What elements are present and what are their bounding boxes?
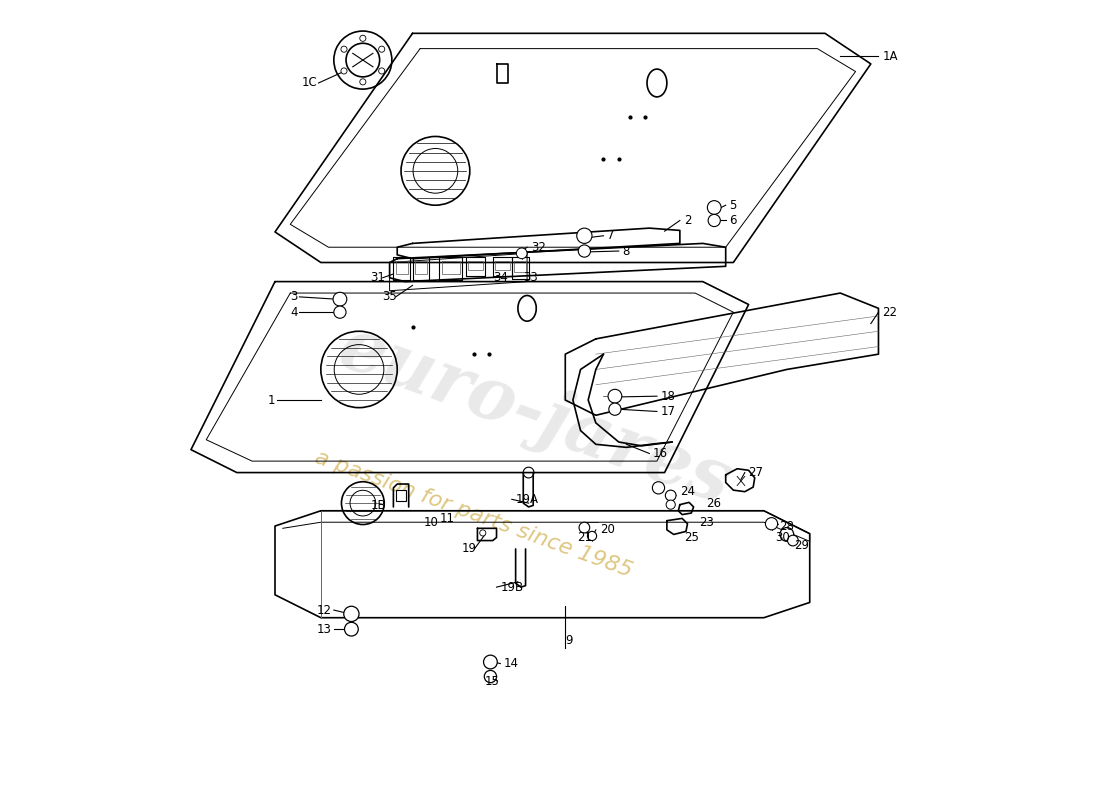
Text: 1: 1 xyxy=(267,394,275,406)
Circle shape xyxy=(666,490,676,501)
Text: 1C: 1C xyxy=(301,77,318,90)
Text: 31: 31 xyxy=(371,271,385,284)
Circle shape xyxy=(333,306,346,318)
Circle shape xyxy=(587,531,596,541)
Text: 2: 2 xyxy=(684,214,691,227)
Circle shape xyxy=(708,214,720,226)
Circle shape xyxy=(766,518,778,530)
Text: 1A: 1A xyxy=(882,50,898,62)
Text: 25: 25 xyxy=(684,531,699,544)
Text: 18: 18 xyxy=(661,390,675,402)
Text: 19A: 19A xyxy=(516,493,539,506)
Text: 30: 30 xyxy=(776,531,790,544)
Circle shape xyxy=(484,670,496,682)
Text: 19: 19 xyxy=(462,542,477,555)
Circle shape xyxy=(667,500,675,510)
Circle shape xyxy=(579,522,590,533)
Text: 24: 24 xyxy=(680,485,695,498)
Text: 32: 32 xyxy=(531,241,546,254)
Text: 12: 12 xyxy=(317,603,332,617)
Circle shape xyxy=(341,68,346,74)
Text: 17: 17 xyxy=(661,405,675,418)
Circle shape xyxy=(333,292,346,306)
Circle shape xyxy=(652,482,664,494)
Text: 15: 15 xyxy=(485,674,499,688)
Text: 4: 4 xyxy=(290,306,298,318)
Text: 35: 35 xyxy=(382,290,397,303)
Text: 11: 11 xyxy=(439,512,454,525)
Text: 23: 23 xyxy=(698,516,714,529)
Text: 14: 14 xyxy=(504,657,519,670)
Text: 21: 21 xyxy=(576,531,592,544)
Text: 29: 29 xyxy=(794,538,810,552)
Text: 9: 9 xyxy=(565,634,573,647)
Circle shape xyxy=(343,606,359,622)
Bar xyxy=(396,490,406,501)
Text: 34: 34 xyxy=(493,271,507,284)
Circle shape xyxy=(516,248,527,258)
Circle shape xyxy=(344,622,359,636)
Circle shape xyxy=(707,201,722,214)
Circle shape xyxy=(788,535,799,546)
Text: a passion for parts since 1985: a passion for parts since 1985 xyxy=(312,448,635,582)
Text: 26: 26 xyxy=(706,497,722,510)
Circle shape xyxy=(579,245,591,257)
Circle shape xyxy=(360,35,366,42)
Circle shape xyxy=(608,403,622,415)
Text: 3: 3 xyxy=(290,290,298,303)
Circle shape xyxy=(780,527,794,542)
Text: 13: 13 xyxy=(317,622,332,636)
Circle shape xyxy=(484,655,497,669)
Circle shape xyxy=(608,390,622,403)
Text: 33: 33 xyxy=(524,271,538,284)
Circle shape xyxy=(341,46,346,52)
Text: 27: 27 xyxy=(749,466,763,479)
Circle shape xyxy=(576,228,592,243)
Circle shape xyxy=(480,530,486,536)
Circle shape xyxy=(378,46,385,52)
Text: 20: 20 xyxy=(600,523,615,536)
Text: 8: 8 xyxy=(623,245,630,258)
Circle shape xyxy=(378,68,385,74)
Text: 7: 7 xyxy=(607,230,615,242)
Text: 19B: 19B xyxy=(500,581,524,594)
Text: 1B: 1B xyxy=(371,499,386,512)
Text: 6: 6 xyxy=(729,214,737,227)
Text: 10: 10 xyxy=(424,516,439,529)
Text: 28: 28 xyxy=(779,519,794,533)
Text: 5: 5 xyxy=(729,198,737,212)
Circle shape xyxy=(360,78,366,85)
Text: euro-jares: euro-jares xyxy=(329,311,741,520)
Text: 16: 16 xyxy=(653,447,668,460)
Text: 22: 22 xyxy=(882,306,898,318)
